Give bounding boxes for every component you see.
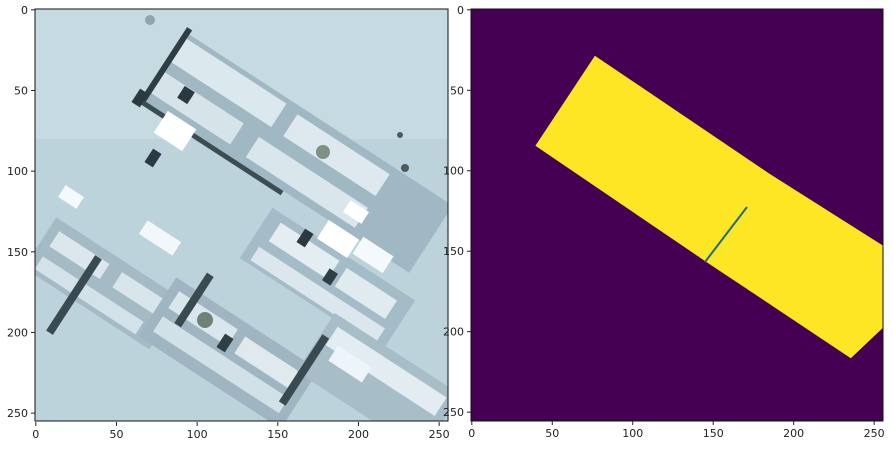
y-tick-label: 250: [7, 407, 28, 420]
x-tick-label: 100: [187, 428, 208, 441]
y-tick-label: 50: [14, 84, 28, 97]
x-tick-label: 0: [32, 428, 39, 441]
x-tick-label: 200: [783, 427, 804, 440]
x-tick-label: 50: [109, 428, 123, 441]
building-mask-axes: 0 50 100 150 200 250 0 50 100 150 200 250: [443, 4, 885, 440]
y-tick-label: 200: [7, 326, 28, 339]
y-tick-label: 150: [7, 246, 28, 259]
x-tick-label: 150: [267, 428, 288, 441]
y-tick-label: 200: [443, 326, 464, 339]
x-tick-label: 0: [468, 427, 475, 440]
mask-split-line: [704, 206, 748, 263]
satellite-image-panel: [34, 8, 449, 422]
y-tick-label: 100: [7, 165, 28, 178]
satellite-image: [35, 9, 448, 421]
y-tick-label: 100: [443, 165, 464, 178]
x-tick-label: 100: [622, 427, 643, 440]
x-tick-label: 150: [703, 427, 724, 440]
building-mask-panel: [470, 8, 884, 422]
y-tick-label: 250: [443, 406, 464, 419]
y-tick-label: 50: [450, 84, 464, 97]
x-tick-label: 200: [348, 428, 369, 441]
satellite-image-axes: 0 50 100 150 200 250 0 50 100 150 200 250: [7, 4, 450, 441]
x-tick-label: 50: [545, 427, 559, 440]
y-tick-label: 0: [21, 4, 28, 17]
x-tick-label: 250: [429, 428, 450, 441]
y-tick-label: 150: [443, 245, 464, 258]
y-tick-label: 0: [457, 4, 464, 17]
mask-building-region: [535, 55, 883, 359]
x-tick-label: 250: [864, 427, 885, 440]
